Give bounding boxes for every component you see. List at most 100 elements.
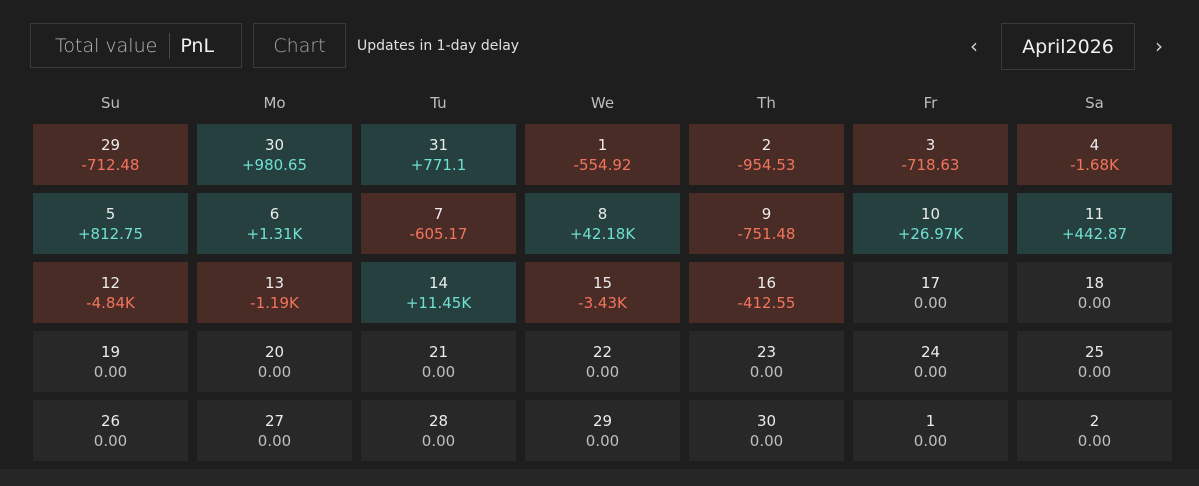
day-pnl-value: -554.92 — [573, 155, 632, 174]
calendar-day-cell[interactable]: 29 0.00 — [525, 400, 680, 461]
calendar-day-cell[interactable]: 30 +980.65 — [197, 124, 352, 185]
day-number: 29 — [592, 411, 613, 430]
next-month-chevron-icon[interactable]: › — [1155, 33, 1163, 58]
day-pnl-value: 0.00 — [749, 362, 784, 381]
calendar-day-cell[interactable]: 31 +771.1 — [361, 124, 516, 185]
month-selector[interactable]: April2026 — [1001, 23, 1135, 70]
weekday-label: Mo — [263, 94, 286, 112]
metric-toggle: Total value PnL — [30, 23, 242, 68]
weekday-label: Su — [100, 94, 121, 112]
day-pnl-value: 0.00 — [257, 431, 292, 450]
day-number: 4 — [1089, 135, 1100, 154]
day-number: 2 — [761, 135, 772, 154]
calendar-day-cell[interactable]: 3 -718.63 — [853, 124, 1008, 185]
calendar-day-cell[interactable]: 24 0.00 — [853, 331, 1008, 392]
day-pnl-value: +771.1 — [410, 155, 467, 174]
day-number: 15 — [592, 273, 613, 292]
day-number: 25 — [1084, 342, 1105, 361]
calendar-day-cell[interactable]: 23 0.00 — [689, 331, 844, 392]
day-number: 6 — [269, 204, 280, 223]
chart-button[interactable]: Chart — [253, 23, 346, 68]
day-pnl-value: -605.17 — [409, 224, 468, 243]
day-pnl-value: 0.00 — [913, 293, 948, 312]
day-pnl-value: +26.97K — [897, 224, 964, 243]
day-pnl-value: 0.00 — [421, 362, 456, 381]
day-number: 30 — [756, 411, 777, 430]
calendar-day-cell[interactable]: 19 0.00 — [33, 331, 188, 392]
calendar-day-cell[interactable]: 11 +442.87 — [1017, 193, 1172, 254]
calendar-day-cell[interactable]: 9 -751.48 — [689, 193, 844, 254]
weekday-label: Fr — [923, 94, 938, 112]
calendar-day-cell[interactable]: 29 -712.48 — [33, 124, 188, 185]
calendar-day-cell[interactable]: 2 -954.53 — [689, 124, 844, 185]
day-number: 17 — [920, 273, 941, 292]
day-pnl-value: +1.31K — [246, 224, 303, 243]
calendar-day-cell[interactable]: 26 0.00 — [33, 400, 188, 461]
calendar-day-cell[interactable]: 16 -412.55 — [689, 262, 844, 323]
day-number: 18 — [1084, 273, 1105, 292]
day-pnl-value: 0.00 — [93, 431, 128, 450]
calendar-day-cell[interactable]: 25 0.00 — [1017, 331, 1172, 392]
calendar-toolbar: Total value PnL Chart Updates in 1-day d… — [30, 23, 1169, 70]
day-pnl-value: 0.00 — [257, 362, 292, 381]
day-pnl-value: +980.65 — [241, 155, 308, 174]
day-number: 16 — [756, 273, 777, 292]
day-pnl-value: -954.53 — [737, 155, 796, 174]
day-pnl-value: -3.43K — [578, 293, 627, 312]
day-pnl-value: 0.00 — [913, 431, 948, 450]
calendar-day-cell[interactable]: 30 0.00 — [689, 400, 844, 461]
day-pnl-value: -718.63 — [901, 155, 960, 174]
day-number: 8 — [597, 204, 608, 223]
weekday-header: Su Mo Tu We Th Fr Sa — [33, 94, 1171, 116]
calendar-day-cell[interactable]: 7 -605.17 — [361, 193, 516, 254]
calendar-day-cell[interactable]: 20 0.00 — [197, 331, 352, 392]
calendar-day-cell[interactable]: 17 0.00 — [853, 262, 1008, 323]
day-pnl-value: 0.00 — [585, 431, 620, 450]
panel-footer-edge — [0, 469, 1199, 486]
calendar-day-cell[interactable]: 21 0.00 — [361, 331, 516, 392]
day-pnl-value: 0.00 — [749, 431, 784, 450]
calendar-day-cell[interactable]: 4 -1.68K — [1017, 124, 1172, 185]
prev-month-chevron-icon[interactable]: ‹ — [970, 33, 978, 58]
day-pnl-value: +812.75 — [77, 224, 144, 243]
calendar-day-cell[interactable]: 8 +42.18K — [525, 193, 680, 254]
day-pnl-value: 0.00 — [1077, 431, 1112, 450]
calendar-day-cell[interactable]: 1 -554.92 — [525, 124, 680, 185]
day-pnl-value: -4.84K — [86, 293, 135, 312]
calendar-day-cell[interactable]: 2 0.00 — [1017, 400, 1172, 461]
day-number: 13 — [264, 273, 285, 292]
calendar-day-cell[interactable]: 15 -3.43K — [525, 262, 680, 323]
calendar-day-cell[interactable]: 14 +11.45K — [361, 262, 516, 323]
calendar-day-cell[interactable]: 13 -1.19K — [197, 262, 352, 323]
day-number: 29 — [100, 135, 121, 154]
calendar-day-cell[interactable]: 28 0.00 — [361, 400, 516, 461]
calendar-day-cell[interactable]: 12 -4.84K — [33, 262, 188, 323]
calendar-day-cell[interactable]: 10 +26.97K — [853, 193, 1008, 254]
day-number: 31 — [428, 135, 449, 154]
day-number: 2 — [1089, 411, 1100, 430]
weekday-label: We — [590, 94, 615, 112]
day-pnl-value: 0.00 — [421, 431, 456, 450]
pnl-tab[interactable]: PnL — [180, 34, 215, 57]
day-number: 30 — [264, 135, 285, 154]
day-pnl-value: -412.55 — [737, 293, 796, 312]
day-pnl-value: -712.48 — [81, 155, 140, 174]
calendar-day-cell[interactable]: 5 +812.75 — [33, 193, 188, 254]
calendar-day-cell[interactable]: 27 0.00 — [197, 400, 352, 461]
day-number: 26 — [100, 411, 121, 430]
day-number: 12 — [100, 273, 121, 292]
calendar-day-cell[interactable]: 1 0.00 — [853, 400, 1008, 461]
total-value-tab[interactable]: Total value — [55, 34, 158, 57]
weekday-label: Sa — [1085, 94, 1104, 112]
day-pnl-value: 0.00 — [1077, 293, 1112, 312]
day-pnl-value: +11.45K — [405, 293, 472, 312]
toggle-divider — [169, 32, 171, 59]
day-pnl-value: 0.00 — [585, 362, 620, 381]
calendar-day-cell[interactable]: 18 0.00 — [1017, 262, 1172, 323]
weekday-label: Th — [757, 94, 776, 112]
calendar-day-cell[interactable]: 22 0.00 — [525, 331, 680, 392]
calendar-day-cell[interactable]: 6 +1.31K — [197, 193, 352, 254]
day-number: 11 — [1084, 204, 1105, 223]
day-pnl-value: 0.00 — [913, 362, 948, 381]
weekday-label: Tu — [430, 94, 447, 112]
